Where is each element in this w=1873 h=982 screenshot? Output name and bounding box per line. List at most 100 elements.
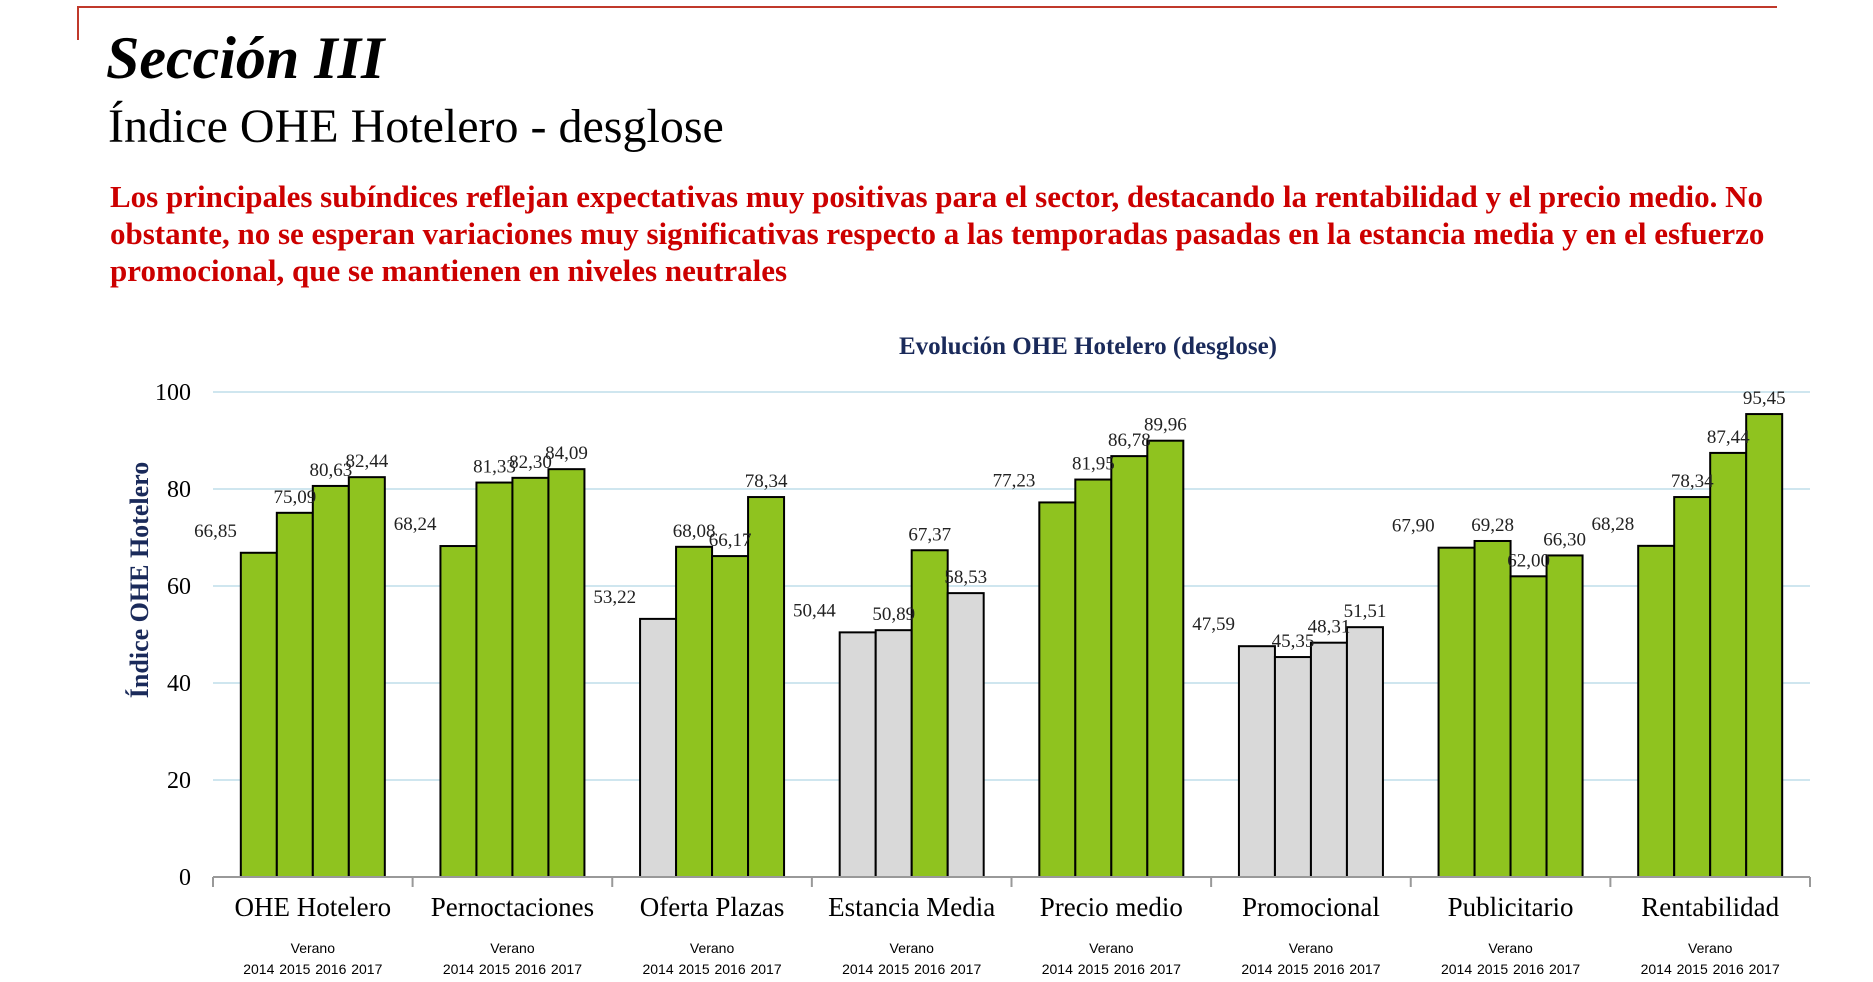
- category-label: Pernoctaciones: [431, 892, 594, 922]
- section-heading: Sección III: [106, 25, 385, 91]
- bar: [1637, 544, 1676, 878]
- data-label: 87,44: [1707, 427, 1750, 448]
- bar: [1345, 626, 1384, 879]
- data-label: 50,89: [872, 604, 915, 625]
- data-label: 62,00: [1507, 550, 1550, 571]
- data-label: 58,53: [944, 567, 987, 588]
- year-label: 2015: [678, 961, 709, 977]
- data-label: 84,09: [545, 443, 588, 464]
- bar: [910, 549, 949, 878]
- period-label: Verano: [1488, 940, 1533, 956]
- year-label: 2014: [1042, 961, 1073, 977]
- top-rule: [77, 6, 1777, 8]
- year-label: 2015: [878, 961, 909, 977]
- year-label: 2014: [642, 961, 673, 977]
- year-label: 2014: [443, 961, 474, 977]
- bar: [1473, 539, 1512, 878]
- bar: [1309, 641, 1348, 878]
- bar: [275, 511, 314, 878]
- category-label: Promocional: [1242, 892, 1380, 922]
- data-label: 68,08: [673, 521, 716, 542]
- period-label: Verano: [490, 940, 535, 956]
- data-label: 80,63: [309, 460, 352, 481]
- bar: [511, 476, 550, 878]
- category-label: Precio medio: [1040, 892, 1183, 922]
- bar: [239, 551, 278, 878]
- bar: [1545, 554, 1584, 878]
- y-axis: 0 20 40 60 80 100: [155, 380, 191, 891]
- bar: [1273, 656, 1312, 878]
- data-label: 53,22: [593, 587, 636, 608]
- bar: [547, 468, 586, 878]
- bar: [711, 555, 750, 878]
- category-label: OHE Hotelero: [234, 892, 391, 922]
- bar: [838, 631, 877, 878]
- bar: [1509, 575, 1548, 878]
- period-label: Verano: [890, 940, 935, 956]
- chart-title: Evolución OHE Hotelero (desglose): [899, 333, 1277, 360]
- data-label: 86,78: [1108, 430, 1151, 451]
- y-tick-label: 40: [167, 671, 191, 697]
- bar: [1146, 439, 1185, 878]
- bar: [439, 545, 478, 878]
- bar: [874, 629, 913, 878]
- year-label: 2017: [1150, 961, 1181, 977]
- bar: [1038, 501, 1077, 878]
- category-label: Estancia Media: [828, 892, 995, 922]
- year-label: 2016: [1513, 961, 1544, 977]
- bar: [1745, 413, 1784, 878]
- bars-group: [239, 413, 1784, 879]
- data-label: 77,23: [993, 470, 1036, 491]
- data-label: 66,85: [194, 521, 237, 542]
- year-label: 2016: [1114, 961, 1145, 977]
- data-label: 69,28: [1471, 515, 1514, 536]
- top-rule-tick: [77, 6, 79, 40]
- category-label: Publicitario: [1448, 892, 1574, 922]
- data-label: 95,45: [1743, 388, 1786, 409]
- year-label: 2014: [1441, 961, 1472, 977]
- year-label: 2016: [714, 961, 745, 977]
- data-label: 82,30: [509, 452, 552, 473]
- data-label: 66,30: [1543, 529, 1586, 550]
- data-label: 68,24: [394, 514, 437, 535]
- data-label: 81,95: [1072, 454, 1115, 475]
- period-label: Verano: [1688, 940, 1733, 956]
- year-label: 2016: [1713, 961, 1744, 977]
- y-axis-title: Índice OHE Hotelero: [125, 462, 154, 698]
- year-label: 2015: [1078, 961, 1109, 977]
- y-tick-label: 100: [155, 380, 191, 406]
- period-label: Verano: [1289, 940, 1334, 956]
- year-label: 2014: [842, 961, 873, 977]
- bar: [1110, 455, 1149, 878]
- year-label: 2014: [243, 961, 274, 977]
- data-label: 81,33: [473, 457, 516, 478]
- bar: [1237, 645, 1276, 878]
- bar: [946, 592, 985, 878]
- year-label: 2017: [1749, 961, 1780, 977]
- year-label: 2017: [351, 961, 382, 977]
- x-axis: OHE Hotelero Verano 2014 2015 2016 2017 Pernoc…: [212, 876, 1811, 977]
- lead-text: Los principales subíndices reflejan expe…: [110, 179, 1765, 288]
- data-label: 51,51: [1344, 601, 1387, 622]
- category-label: Oferta Plazas: [640, 892, 785, 922]
- y-tick-label: 20: [167, 768, 191, 794]
- page-subtitle: Índice OHE Hotelero - desglose: [108, 100, 724, 153]
- data-label: 47,59: [1192, 614, 1235, 635]
- bar: [475, 481, 514, 878]
- bar: [311, 484, 350, 879]
- year-label: 2016: [315, 961, 346, 977]
- period-label: Verano: [291, 940, 336, 956]
- data-label: 75,09: [273, 487, 316, 508]
- year-label: 2015: [479, 961, 510, 977]
- year-label: 2017: [551, 961, 582, 977]
- year-label: 2017: [950, 961, 981, 977]
- period-label: Verano: [1089, 940, 1134, 956]
- year-label: 2017: [1549, 961, 1580, 977]
- data-label: 82,44: [345, 451, 388, 472]
- year-label: 2014: [1641, 961, 1672, 977]
- year-label: 2015: [1277, 961, 1308, 977]
- year-label: 2016: [914, 961, 945, 977]
- year-label: 2016: [515, 961, 546, 977]
